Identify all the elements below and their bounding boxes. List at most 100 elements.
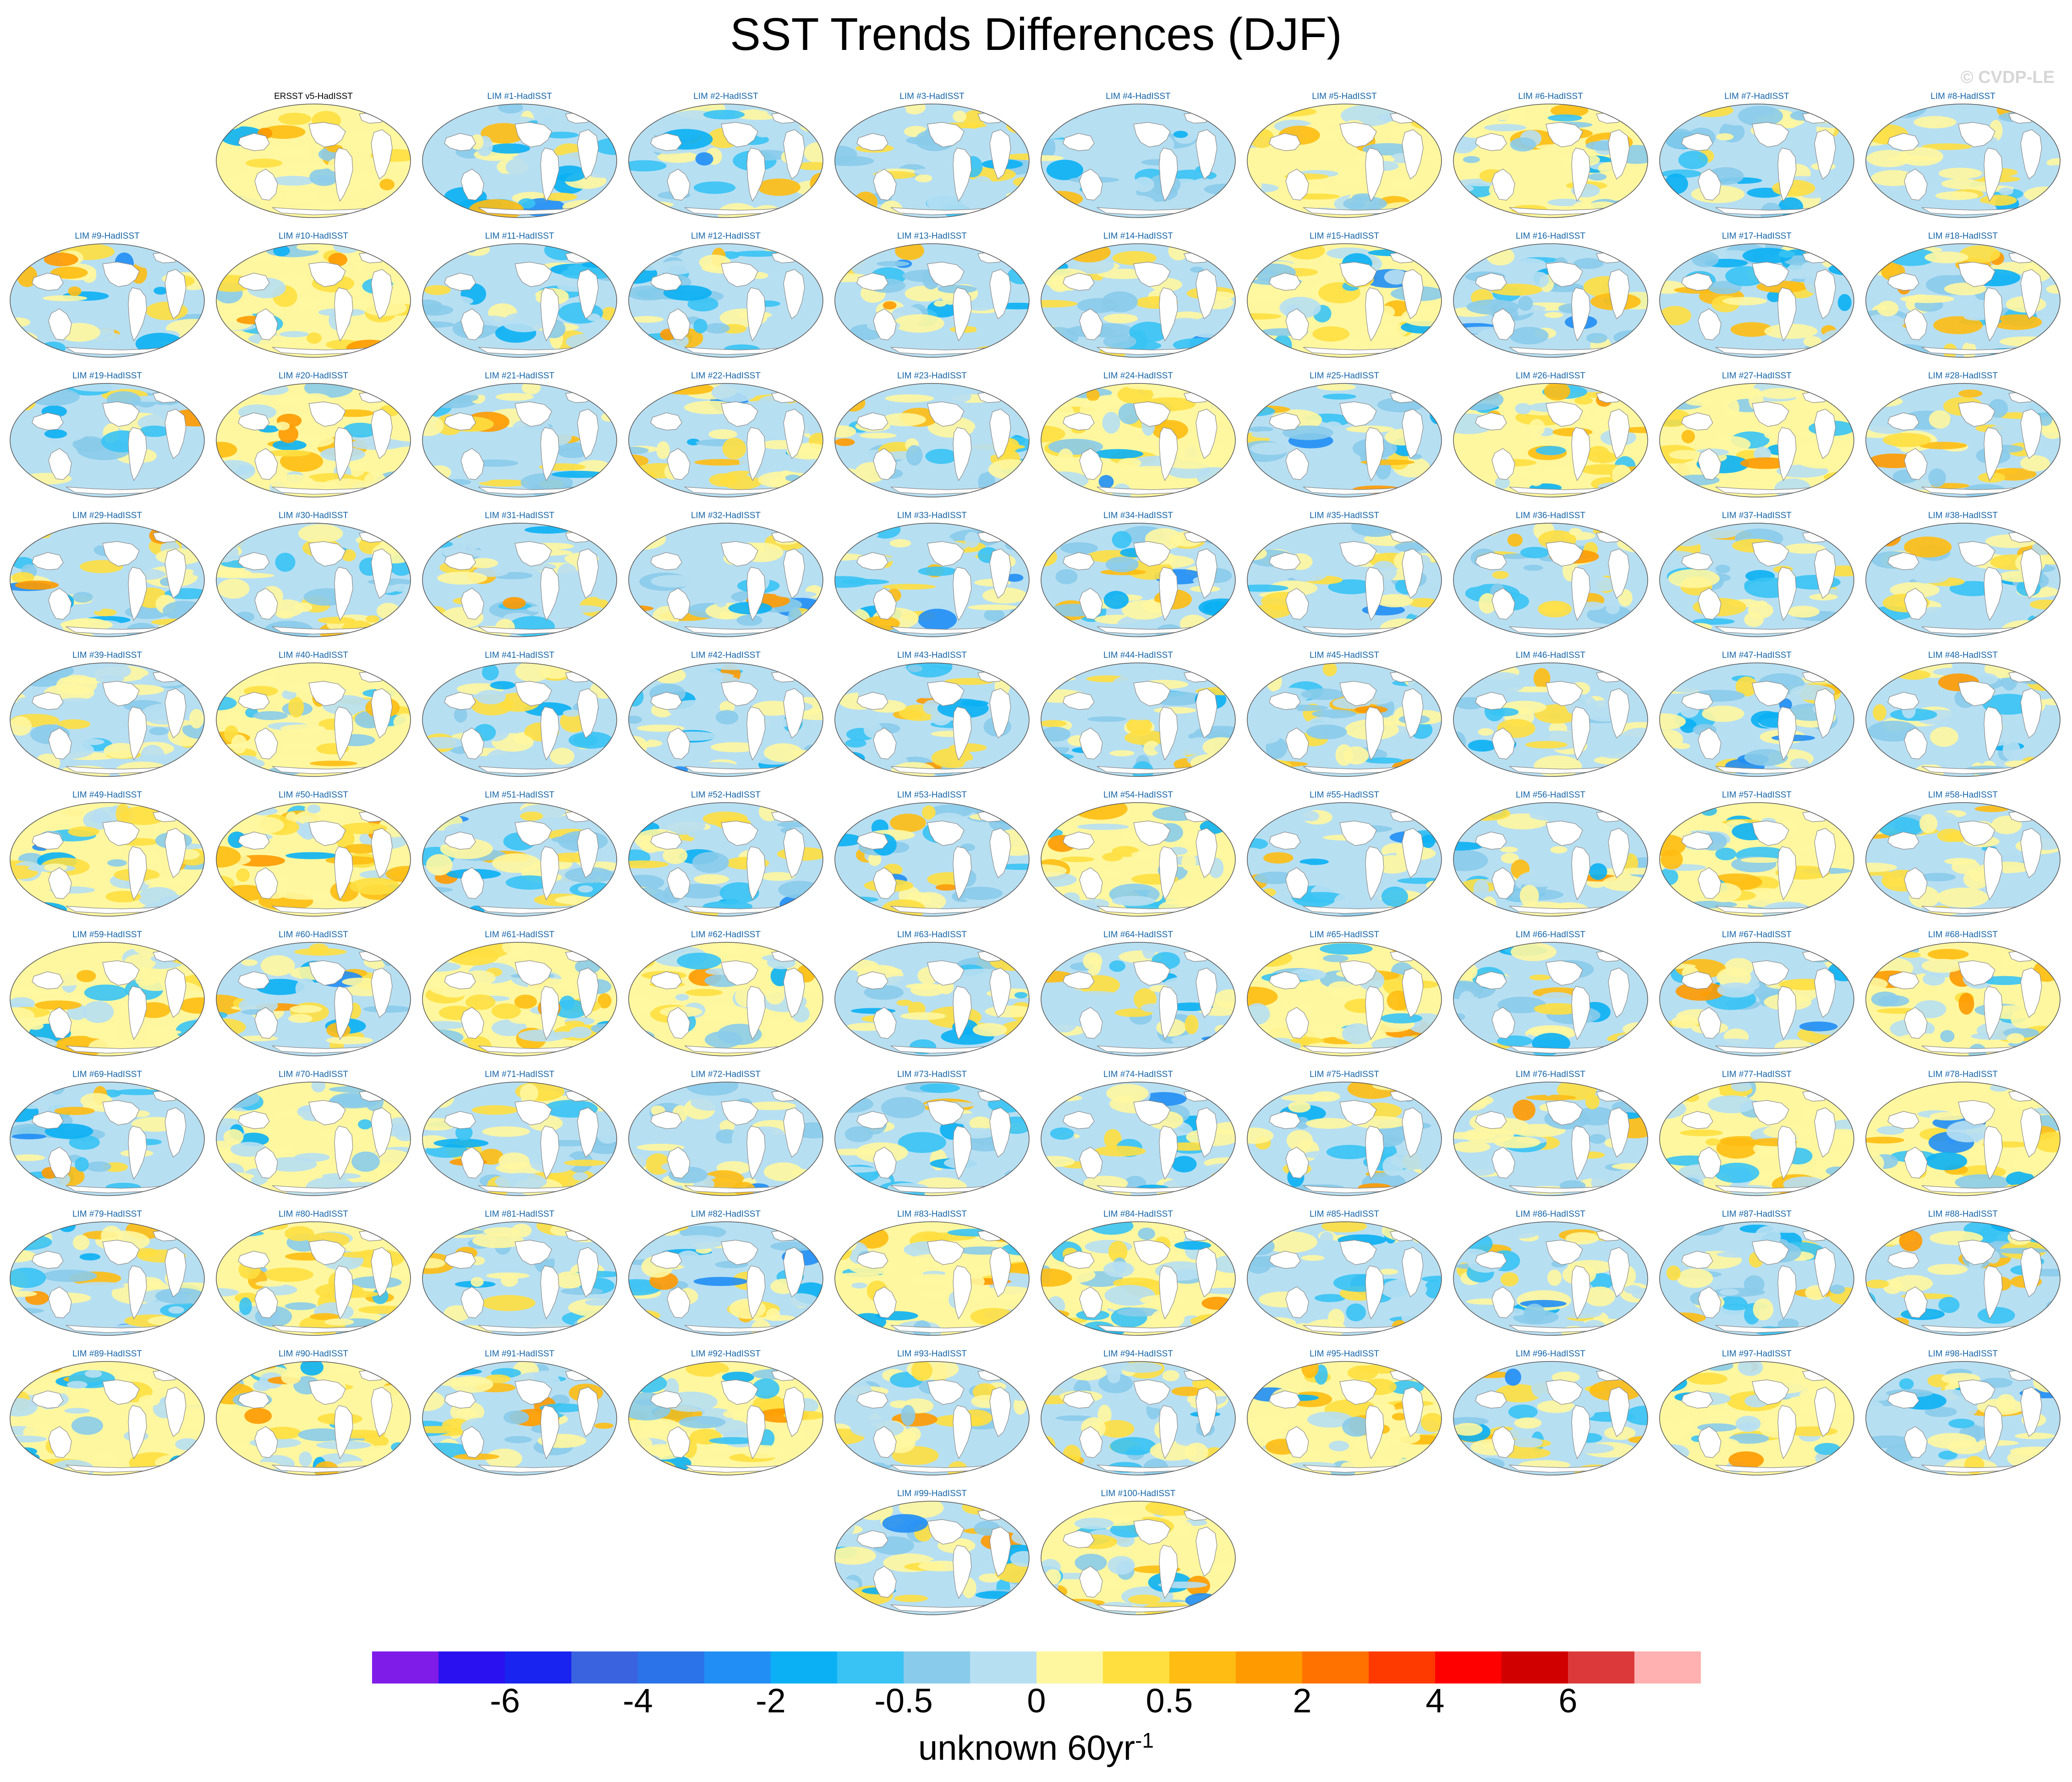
map-panel: LIM #80-HadISST [213,1209,414,1347]
panel-title: LIM #12-HadISST [691,231,761,241]
panel-title: LIM #29-HadISST [72,511,143,520]
map-panel: LIM #63-HadISST [831,930,1033,1067]
map-panel: LIM #30-HadISST [213,511,414,648]
panel-title: LIM #21-HadISST [484,371,555,381]
map-panel: LIM #81-HadISST [419,1209,620,1347]
map-panel: LIM #62-HadISST [625,930,827,1067]
sst-trend-map [1453,383,1648,497]
sst-trend-map [1659,662,1854,777]
sst-trend-map [422,1082,617,1196]
map-panel: LIM #45-HadISST [1244,650,1445,788]
colorbar-swatch [1236,1651,1303,1684]
panel-title: LIM #87-HadISST [1721,1209,1792,1219]
sst-trend-map [1659,383,1854,497]
map-panel: LIM #86-HadISST [1450,1209,1651,1347]
panel-title: LIM #9-HadISST [75,231,140,241]
sst-trend-map [1041,1361,1236,1476]
colorbar-tick-label: -4 [623,1682,653,1720]
panel-title: LIM #8-HadISST [1930,92,1995,101]
sst-trend-map [216,523,411,637]
colorbar-swatch [1435,1651,1502,1684]
panel-title: LIM #69-HadISST [72,1070,143,1079]
map-panel: LIM #55-HadISST [1244,790,1445,928]
colorbar-label: unknown 60yr-1 [918,1728,1154,1768]
panel-title: LIM #90-HadISST [278,1349,349,1359]
sst-trend-map [628,1361,823,1476]
map-panel: LIM #94-HadISST [1037,1349,1239,1487]
panel-title: LIM #3-HadISST [899,92,965,101]
panel-title: LIM #79-HadISST [72,1209,143,1219]
panel-title: LIM #1-HadISST [487,92,552,101]
sst-trend-map [10,942,205,1056]
sst-trend-map [628,104,823,218]
panel-title: LIM #82-HadISST [691,1209,761,1219]
panel-title: LIM #93-HadISST [897,1349,967,1359]
map-panel: LIM #47-HadISST [1656,650,1858,788]
sst-trend-map [1453,942,1648,1056]
panel-title: LIM #14-HadISST [1103,231,1173,241]
panel-title: LIM #35-HadISST [1309,511,1380,520]
panel-title: LIM #63-HadISST [897,930,967,940]
sst-trend-map [628,1221,823,1336]
colorbar-swatch [1502,1651,1568,1684]
sst-trend-map [1659,802,1854,917]
colorbar-swatch [1302,1651,1369,1684]
sst-trend-map [1041,1501,1236,1615]
map-panel: LIM #17-HadISST [1656,231,1858,369]
sst-trend-map [834,523,1030,637]
map-panel: LIM #91-HadISST [419,1349,620,1487]
sst-trend-map [1247,383,1442,497]
sst-trend-map [422,1361,617,1476]
sst-trend-map [216,1221,411,1336]
panel-title: LIM #17-HadISST [1721,231,1792,241]
panel-title: LIM #28-HadISST [1928,371,1998,381]
map-panel: LIM #89-HadISST [6,1349,208,1487]
panel-title: LIM #13-HadISST [897,231,967,241]
panel-title: LIM #54-HadISST [1103,790,1173,800]
panel-title: LIM #37-HadISST [1721,511,1792,520]
panel-title: LIM #45-HadISST [1309,650,1380,660]
sst-trend-map [1247,1221,1442,1336]
map-panel: LIM #41-HadISST [419,650,620,788]
map-panel: LIM #54-HadISST [1037,790,1239,928]
colorbar-swatch [704,1651,771,1684]
colorbar-tick-label: 4 [1425,1682,1445,1720]
panel-title: LIM #70-HadISST [278,1070,349,1079]
sst-trend-map [1041,1082,1236,1196]
map-panel: LIM #72-HadISST [625,1070,827,1207]
sst-trend-map [1865,1221,2061,1336]
sst-trend-map [216,1361,411,1476]
sst-trend-map [1453,104,1648,218]
colorbar-tick-label: -6 [490,1682,520,1720]
colorbar-swatch [837,1651,904,1684]
sst-trend-map [422,662,617,777]
colorbar-swatch [1036,1651,1103,1684]
sst-trend-map [422,1221,617,1336]
map-panel: LIM #87-HadISST [1656,1209,1858,1347]
sst-trend-map [834,1221,1030,1336]
panel-title: LIM #6-HadISST [1518,92,1583,101]
panel-title: LIM #20-HadISST [278,371,349,381]
map-panel: LIM #43-HadISST [831,650,1033,788]
map-panel: LIM #95-HadISST [1244,1349,1445,1487]
panel-title: LIM #68-HadISST [1928,930,1998,940]
map-panel: LIM #59-HadISST [6,930,208,1067]
colorbar-ticks: -6 -4 -2 -0.5 0 0.5 2 4 6 [0,1681,2072,1722]
map-panel: LIM #33-HadISST [831,511,1033,648]
sst-trend-map [10,1361,205,1476]
panel-title: LIM #88-HadISST [1928,1209,1998,1219]
watermark: © CVDP-LE [1960,68,2055,87]
panel-title: LIM #41-HadISST [484,650,555,660]
sst-trend-map [1865,104,2061,218]
map-panel: LIM #7-HadISST [1656,92,1858,229]
map-panel: LIM #25-HadISST [1244,371,1445,508]
map-panel: LIM #3-HadISST [831,92,1033,229]
sst-trend-map [628,802,823,917]
panel-title: LIM #65-HadISST [1309,930,1380,940]
colorbar-tick-label: 0 [1027,1682,1046,1720]
map-panel: LIM #13-HadISST [831,231,1033,369]
map-panel: LIM #48-HadISST [1862,650,2064,788]
sst-trend-map [1865,662,2061,777]
map-panel: LIM #21-HadISST [419,371,620,508]
panel-title: LIM #57-HadISST [1721,790,1792,800]
